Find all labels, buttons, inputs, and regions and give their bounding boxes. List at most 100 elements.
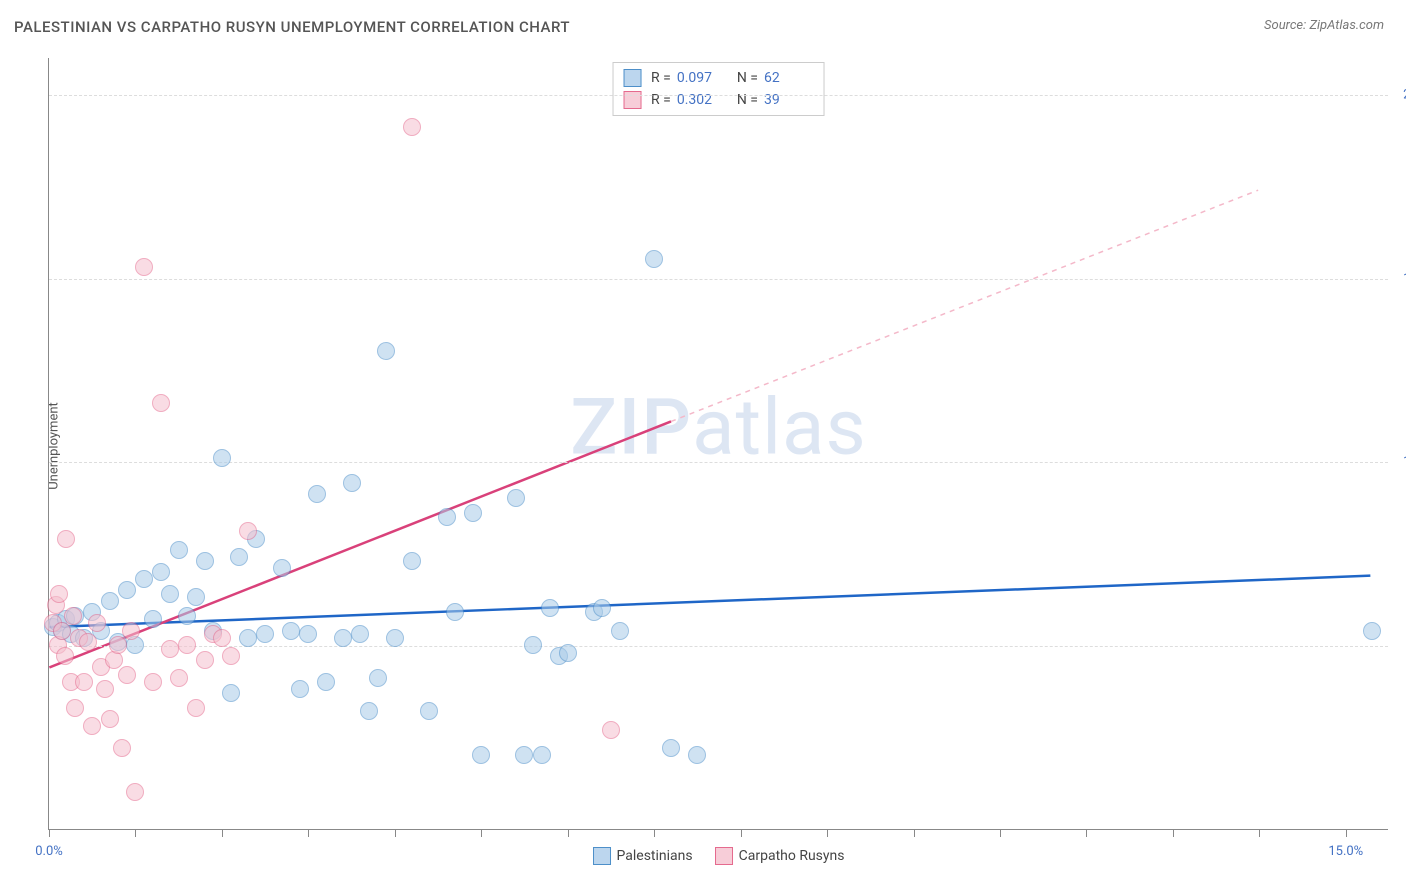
scatter-point xyxy=(343,474,361,492)
scatter-point xyxy=(541,599,559,617)
scatter-point xyxy=(662,739,680,757)
scatter-point xyxy=(472,746,490,764)
scatter-point xyxy=(66,699,84,717)
scatter-point xyxy=(161,640,179,658)
scatter-point xyxy=(135,570,153,588)
x-tick xyxy=(1346,829,1347,837)
legend-item: Palestinians xyxy=(593,847,693,865)
scatter-point xyxy=(273,559,291,577)
x-tick xyxy=(1173,829,1174,837)
source-name: ZipAtlas.com xyxy=(1309,18,1384,33)
trend-line xyxy=(671,190,1258,421)
scatter-point xyxy=(101,592,119,610)
scatter-point xyxy=(386,629,404,647)
scatter-point xyxy=(533,746,551,764)
x-tick xyxy=(568,829,569,837)
scatter-point xyxy=(79,633,97,651)
gridline xyxy=(49,279,1388,280)
source-attribution: Source: ZipAtlas.com xyxy=(1264,18,1384,33)
scatter-point xyxy=(126,783,144,801)
x-tick xyxy=(49,829,50,837)
x-tick xyxy=(481,829,482,837)
scatter-point xyxy=(611,622,629,640)
gridline xyxy=(49,462,1388,463)
x-tick xyxy=(741,829,742,837)
legend-swatch xyxy=(623,91,641,109)
scatter-point xyxy=(317,673,335,691)
scatter-point xyxy=(56,647,74,665)
scatter-point xyxy=(178,636,196,654)
scatter-point xyxy=(196,651,214,669)
x-tick xyxy=(1000,829,1001,837)
source-prefix: Source: xyxy=(1264,18,1309,33)
legend-label: Palestinians xyxy=(617,848,693,864)
scatter-point xyxy=(118,581,136,599)
scatter-point xyxy=(282,622,300,640)
scatter-point xyxy=(377,342,395,360)
legend-swatch xyxy=(593,847,611,865)
scatter-point xyxy=(187,699,205,717)
scatter-point xyxy=(88,614,106,632)
scatter-point xyxy=(213,629,231,647)
x-tick xyxy=(1259,829,1260,837)
n-value: 62 xyxy=(764,70,814,86)
legend-correlation-box: R =0.097N =62R =0.302N =39 xyxy=(612,62,825,116)
x-tick xyxy=(395,829,396,837)
scatter-point xyxy=(688,746,706,764)
scatter-point xyxy=(152,394,170,412)
legend-series: Palestinians Carpatho Rusyns xyxy=(593,847,845,865)
y-tick-label: 5.0% xyxy=(1392,639,1406,654)
scatter-point xyxy=(96,680,114,698)
scatter-point xyxy=(144,673,162,691)
r-value: 0.097 xyxy=(677,70,727,86)
scatter-point xyxy=(161,585,179,603)
scatter-point xyxy=(222,684,240,702)
x-tick xyxy=(654,829,655,837)
scatter-point xyxy=(64,607,82,625)
scatter-point xyxy=(602,721,620,739)
scatter-point xyxy=(118,666,136,684)
scatter-point xyxy=(308,485,326,503)
x-tick xyxy=(914,829,915,837)
y-tick-label: 20.0% xyxy=(1392,87,1406,102)
scatter-point xyxy=(109,636,127,654)
scatter-point xyxy=(57,530,75,548)
scatter-point xyxy=(299,625,317,643)
watermark: ZIPatlas xyxy=(570,383,867,474)
plot-area: ZIPatlas R =0.097N =62R =0.302N =39 Pale… xyxy=(48,58,1388,830)
scatter-point xyxy=(438,508,456,526)
scatter-point xyxy=(559,644,577,662)
chart-title: PALESTINIAN VS CARPATHO RUSYN UNEMPLOYME… xyxy=(14,18,570,36)
watermark-bold: ZIP xyxy=(570,383,692,474)
scatter-point xyxy=(230,548,248,566)
scatter-point xyxy=(222,647,240,665)
scatter-point xyxy=(53,622,71,640)
x-tick xyxy=(827,829,828,837)
scatter-point xyxy=(334,629,352,647)
scatter-point xyxy=(135,258,153,276)
scatter-point xyxy=(187,588,205,606)
x-tick xyxy=(135,829,136,837)
n-label: N = xyxy=(737,70,758,86)
scatter-point xyxy=(403,118,421,136)
scatter-point xyxy=(507,489,525,507)
scatter-point xyxy=(213,449,231,467)
scatter-point xyxy=(446,603,464,621)
scatter-point xyxy=(83,717,101,735)
y-tick-label: 15.0% xyxy=(1392,271,1406,286)
scatter-point xyxy=(113,739,131,757)
watermark-rest: atlas xyxy=(692,383,867,474)
r-label: R = xyxy=(651,70,671,86)
scatter-point xyxy=(152,563,170,581)
legend-item: Carpatho Rusyns xyxy=(715,847,845,865)
scatter-point xyxy=(178,607,196,625)
scatter-point xyxy=(1363,622,1381,640)
scatter-point xyxy=(645,250,663,268)
scatter-point xyxy=(196,552,214,570)
legend-swatch xyxy=(715,847,733,865)
scatter-point xyxy=(170,669,188,687)
scatter-point xyxy=(101,710,119,728)
x-tick xyxy=(308,829,309,837)
scatter-point xyxy=(50,585,68,603)
scatter-point xyxy=(122,622,140,640)
